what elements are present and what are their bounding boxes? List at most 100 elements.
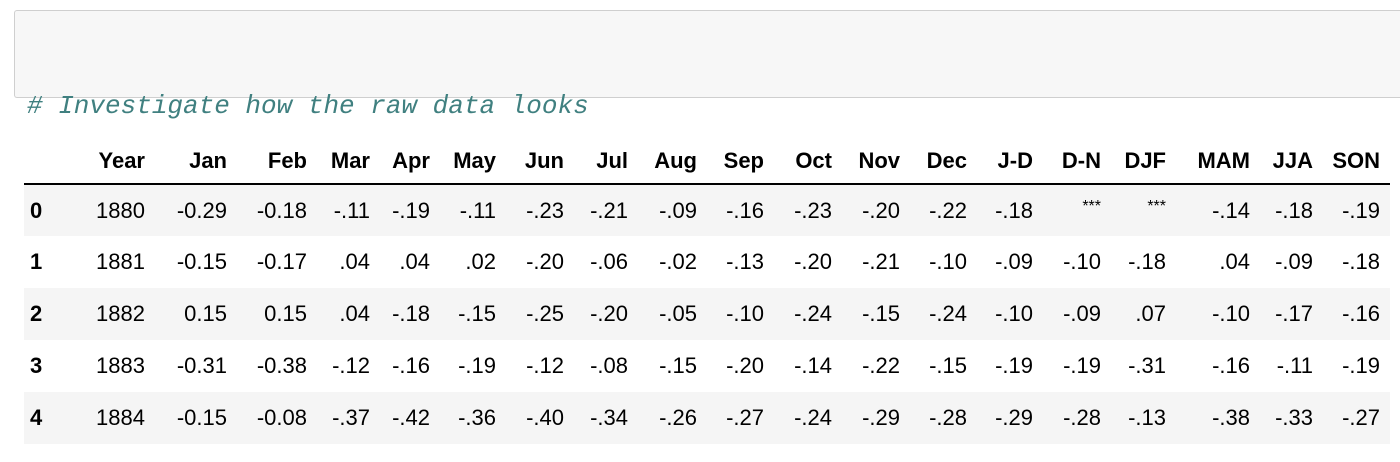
- table-cell: -.16: [392, 353, 430, 378]
- table-cell: -.38: [1212, 405, 1250, 430]
- table-cell: -.24: [929, 301, 967, 326]
- table-cell: -.20: [794, 249, 832, 274]
- table-cell: -.28: [929, 405, 967, 430]
- table-cell: -.27: [726, 405, 764, 430]
- row-index: 4: [30, 405, 43, 430]
- table-cell: -.24: [794, 301, 832, 326]
- table-cell: -.11: [1276, 353, 1313, 378]
- table-cell: -0.08: [256, 405, 307, 430]
- table-cell: 1882: [96, 301, 145, 326]
- table-cell: -.28: [1063, 405, 1101, 430]
- table-cell: -.40: [526, 405, 564, 430]
- table-cell: -.29: [862, 405, 900, 430]
- table-cell: -.12: [332, 353, 370, 378]
- table-cell: -.37: [332, 405, 370, 430]
- row-index: 2: [30, 301, 43, 326]
- column-header: May: [440, 138, 506, 185]
- column-header: Aug: [638, 138, 707, 185]
- table-cell: -.09: [659, 197, 697, 223]
- table-row: 4 1884 -0.15 -0.08 -.37 -.42 -.36 -.40 -.34 -.26 -…: [24, 392, 1390, 444]
- table-cell: -.21: [590, 197, 628, 223]
- table-cell: -.16: [726, 197, 764, 223]
- column-header: SON: [1323, 138, 1390, 185]
- column-header: DJF: [1111, 138, 1176, 185]
- table-cell: -.15: [659, 353, 697, 378]
- table-cell: 0.15: [184, 301, 227, 326]
- table-cell: -.10: [995, 301, 1033, 326]
- table-cell: -.02: [659, 249, 697, 274]
- table-cell: -.27: [1342, 405, 1380, 430]
- table-cell: -.19: [1063, 353, 1101, 378]
- table-row: 2 1882 0.15 0.15 .04 -.18 -.15 -.25 -.20 -.05 -.10…: [24, 288, 1390, 340]
- table-cell: -.23: [526, 197, 564, 223]
- table-cell: -.33: [1275, 405, 1313, 430]
- table-cell: -0.38: [256, 353, 307, 378]
- table-cell: -.31: [1128, 353, 1166, 378]
- table-cell: -.11: [459, 197, 496, 223]
- column-header: Jan: [155, 138, 237, 185]
- table-cell: -.34: [590, 405, 628, 430]
- column-header: Nov: [842, 138, 910, 185]
- column-header: J-D: [977, 138, 1043, 185]
- table-cell: -.26: [659, 405, 697, 430]
- table-cell: -.15: [458, 301, 496, 326]
- table-cell: -.25: [526, 301, 564, 326]
- table-cell: ***: [1147, 197, 1166, 215]
- column-header: Mar: [317, 138, 380, 185]
- table-cell: ***: [1082, 197, 1101, 215]
- table-cell: -.12: [526, 353, 564, 378]
- table-cell: -.22: [929, 197, 967, 223]
- table-cell: -.19: [392, 197, 430, 223]
- table-cell: -.18: [1128, 249, 1166, 274]
- table-cell: -.19: [458, 353, 496, 378]
- table-cell: -.09: [995, 249, 1033, 274]
- table-cell: -.09: [1063, 301, 1101, 326]
- table-cell: -.19: [1342, 197, 1380, 223]
- table-cell: -.20: [590, 301, 628, 326]
- table-cell: -.14: [794, 353, 832, 378]
- row-index: 3: [30, 353, 43, 378]
- table-cell: .02: [465, 249, 496, 274]
- table-cell: -.20: [726, 353, 764, 378]
- table-cell: -.16: [1212, 353, 1250, 378]
- table-cell: -.05: [659, 301, 697, 326]
- column-header: Apr: [380, 138, 440, 185]
- table-cell: .04: [399, 249, 430, 274]
- column-header: Oct: [774, 138, 842, 185]
- index-header: [24, 138, 68, 185]
- code-cell-input[interactable]: # Investigate how the raw data looks raw…: [14, 10, 1400, 223]
- table-cell: -.10: [726, 301, 764, 326]
- table-cell: -.09: [1275, 249, 1313, 274]
- header-row: Year Jan Feb Mar Apr May Jun Jul Aug Sep…: [24, 138, 1390, 185]
- table-cell: -.08: [590, 353, 628, 378]
- table-cell: -0.31: [176, 353, 227, 378]
- table-row: 1 1881 -0.15 -0.17 .04 .04 .02 -.20 -.06 -.02 -.13…: [24, 236, 1390, 288]
- table-cell: -.13: [726, 249, 764, 274]
- column-header: Sep: [707, 138, 774, 185]
- table-cell: -0.15: [176, 405, 227, 430]
- row-index: 1: [30, 249, 43, 274]
- column-header: JJA: [1260, 138, 1323, 185]
- table-cell: 1884: [96, 405, 145, 430]
- table-cell: -0.29: [176, 197, 227, 223]
- row-index: 0: [30, 197, 43, 223]
- table-cell: -.14: [1212, 197, 1250, 223]
- table-cell: -.19: [995, 353, 1033, 378]
- table-cell: -.10: [1212, 301, 1250, 326]
- table-cell: -.10: [929, 249, 967, 274]
- table-cell: -.29: [995, 405, 1033, 430]
- table-cell: -.18: [1342, 249, 1380, 274]
- column-header: Jul: [574, 138, 638, 185]
- table-cell: -.06: [590, 249, 628, 274]
- dataframe-table: Year Jan Feb Mar Apr May Jun Jul Aug Sep…: [24, 138, 1390, 444]
- table-cell: -.18: [995, 197, 1033, 223]
- cell-output: Year Jan Feb Mar Apr May Jun Jul Aug Sep…: [24, 138, 1394, 444]
- table-row: 0 1880 -0.29 -0.18 -.11 -.19 -.11 -.23 -.21 -.09 -…: [24, 184, 1390, 236]
- table-cell: -.18: [1275, 197, 1313, 223]
- column-header: Feb: [237, 138, 317, 185]
- table-row: 3 1883 -0.31 -0.38 -.12 -.16 -.19 -.12 -.08 -.15 -…: [24, 340, 1390, 392]
- table-cell: -0.18: [256, 197, 307, 223]
- table-cell: -.16: [1342, 301, 1380, 326]
- table-cell: -.24: [794, 405, 832, 430]
- code-comment: # Investigate how the raw data looks: [27, 91, 589, 121]
